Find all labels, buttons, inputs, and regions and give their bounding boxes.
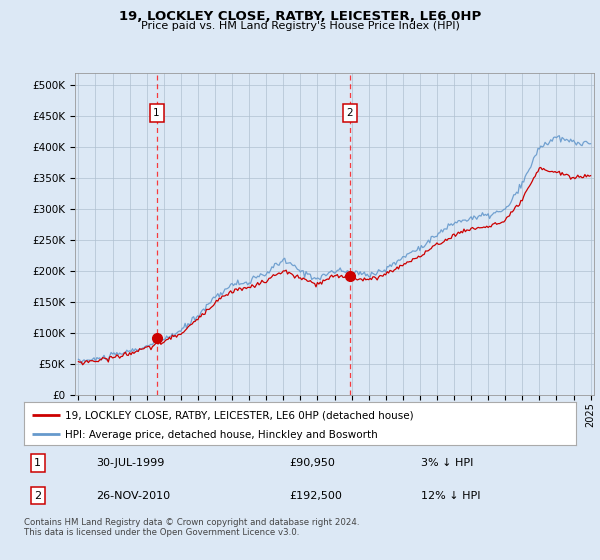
Text: 12% ↓ HPI: 12% ↓ HPI <box>421 491 481 501</box>
Text: Price paid vs. HM Land Registry's House Price Index (HPI): Price paid vs. HM Land Registry's House … <box>140 21 460 31</box>
Text: 30-JUL-1999: 30-JUL-1999 <box>96 458 164 468</box>
Text: 2: 2 <box>34 491 41 501</box>
Text: 19, LOCKLEY CLOSE, RATBY, LEICESTER, LE6 0HP: 19, LOCKLEY CLOSE, RATBY, LEICESTER, LE6… <box>119 10 481 22</box>
Text: 3% ↓ HPI: 3% ↓ HPI <box>421 458 474 468</box>
Text: HPI: Average price, detached house, Hinckley and Bosworth: HPI: Average price, detached house, Hinc… <box>65 430 378 440</box>
Text: 26-NOV-2010: 26-NOV-2010 <box>96 491 170 501</box>
Text: 1: 1 <box>34 458 41 468</box>
Text: £192,500: £192,500 <box>289 491 342 501</box>
Text: £90,950: £90,950 <box>289 458 335 468</box>
Text: 1: 1 <box>153 108 160 118</box>
Text: 19, LOCKLEY CLOSE, RATBY, LEICESTER, LE6 0HP (detached house): 19, LOCKLEY CLOSE, RATBY, LEICESTER, LE6… <box>65 411 414 421</box>
Text: 2: 2 <box>347 108 353 118</box>
Text: Contains HM Land Registry data © Crown copyright and database right 2024.
This d: Contains HM Land Registry data © Crown c… <box>24 518 359 538</box>
